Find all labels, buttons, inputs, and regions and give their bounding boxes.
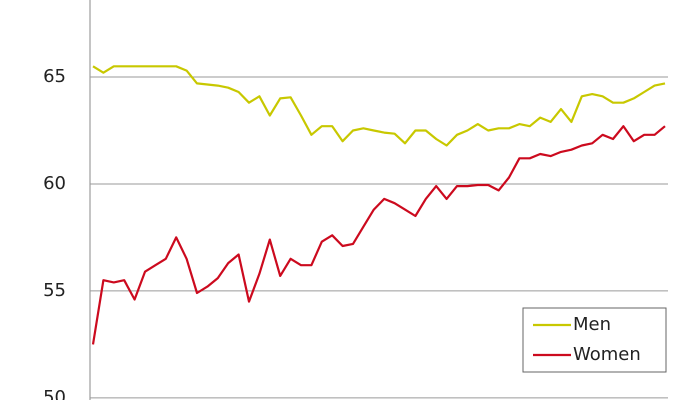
legend-box: [522, 307, 667, 373]
y-tick-label: 50: [43, 387, 66, 400]
y-tick-label: 55: [43, 280, 66, 301]
legend-label: Men: [573, 314, 611, 335]
line-series: [92, 65, 666, 147]
legend-label: Women: [573, 344, 641, 365]
y-tick-label: 60: [43, 173, 66, 194]
line-series: [91, 125, 666, 345]
y-tick-label: 65: [43, 66, 66, 87]
